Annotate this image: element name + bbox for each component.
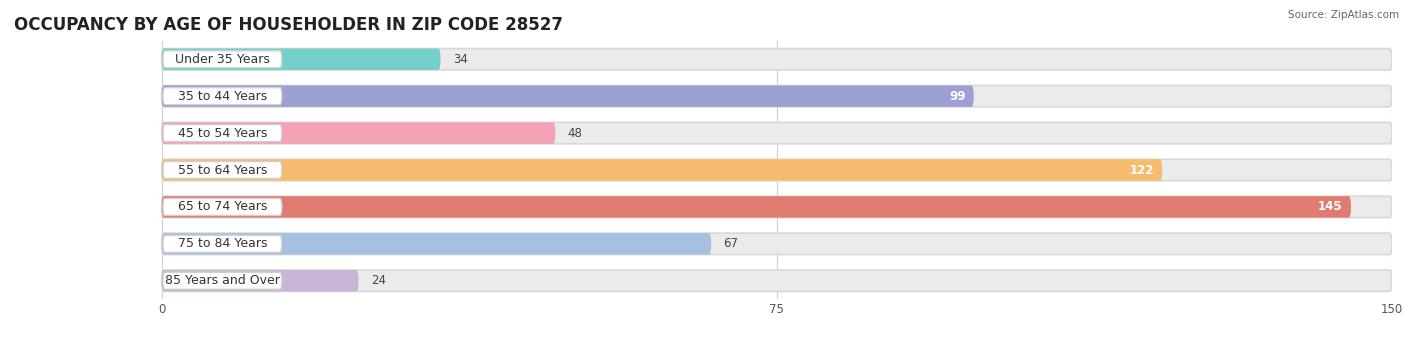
Text: 99: 99	[949, 90, 966, 103]
Text: 34: 34	[453, 53, 468, 66]
Text: 145: 145	[1317, 200, 1343, 214]
FancyBboxPatch shape	[163, 235, 281, 252]
Text: 85 Years and Over: 85 Years and Over	[165, 274, 280, 287]
FancyBboxPatch shape	[163, 162, 281, 178]
FancyBboxPatch shape	[163, 199, 281, 216]
FancyBboxPatch shape	[163, 124, 281, 141]
Text: 65 to 74 Years: 65 to 74 Years	[177, 200, 267, 214]
Text: Under 35 Years: Under 35 Years	[174, 53, 270, 66]
FancyBboxPatch shape	[163, 88, 281, 105]
Text: Source: ZipAtlas.com: Source: ZipAtlas.com	[1288, 10, 1399, 20]
FancyBboxPatch shape	[162, 85, 973, 107]
FancyBboxPatch shape	[162, 233, 1392, 255]
FancyBboxPatch shape	[162, 85, 1392, 107]
FancyBboxPatch shape	[162, 233, 711, 255]
Text: 67: 67	[724, 237, 738, 250]
Text: 122: 122	[1129, 164, 1154, 176]
FancyBboxPatch shape	[162, 270, 359, 291]
FancyBboxPatch shape	[162, 159, 1392, 181]
Text: 48: 48	[568, 126, 582, 140]
FancyBboxPatch shape	[162, 49, 1392, 70]
FancyBboxPatch shape	[162, 196, 1351, 218]
Text: OCCUPANCY BY AGE OF HOUSEHOLDER IN ZIP CODE 28527: OCCUPANCY BY AGE OF HOUSEHOLDER IN ZIP C…	[14, 16, 562, 34]
Text: 24: 24	[371, 274, 385, 287]
Text: 45 to 54 Years: 45 to 54 Years	[177, 126, 267, 140]
FancyBboxPatch shape	[162, 122, 1392, 144]
Text: 35 to 44 Years: 35 to 44 Years	[177, 90, 267, 103]
FancyBboxPatch shape	[162, 49, 440, 70]
FancyBboxPatch shape	[163, 272, 281, 289]
FancyBboxPatch shape	[162, 159, 1163, 181]
Text: 55 to 64 Years: 55 to 64 Years	[177, 164, 267, 176]
FancyBboxPatch shape	[162, 270, 1392, 291]
FancyBboxPatch shape	[162, 122, 555, 144]
FancyBboxPatch shape	[163, 51, 281, 68]
FancyBboxPatch shape	[162, 196, 1392, 218]
Text: 75 to 84 Years: 75 to 84 Years	[177, 237, 267, 250]
